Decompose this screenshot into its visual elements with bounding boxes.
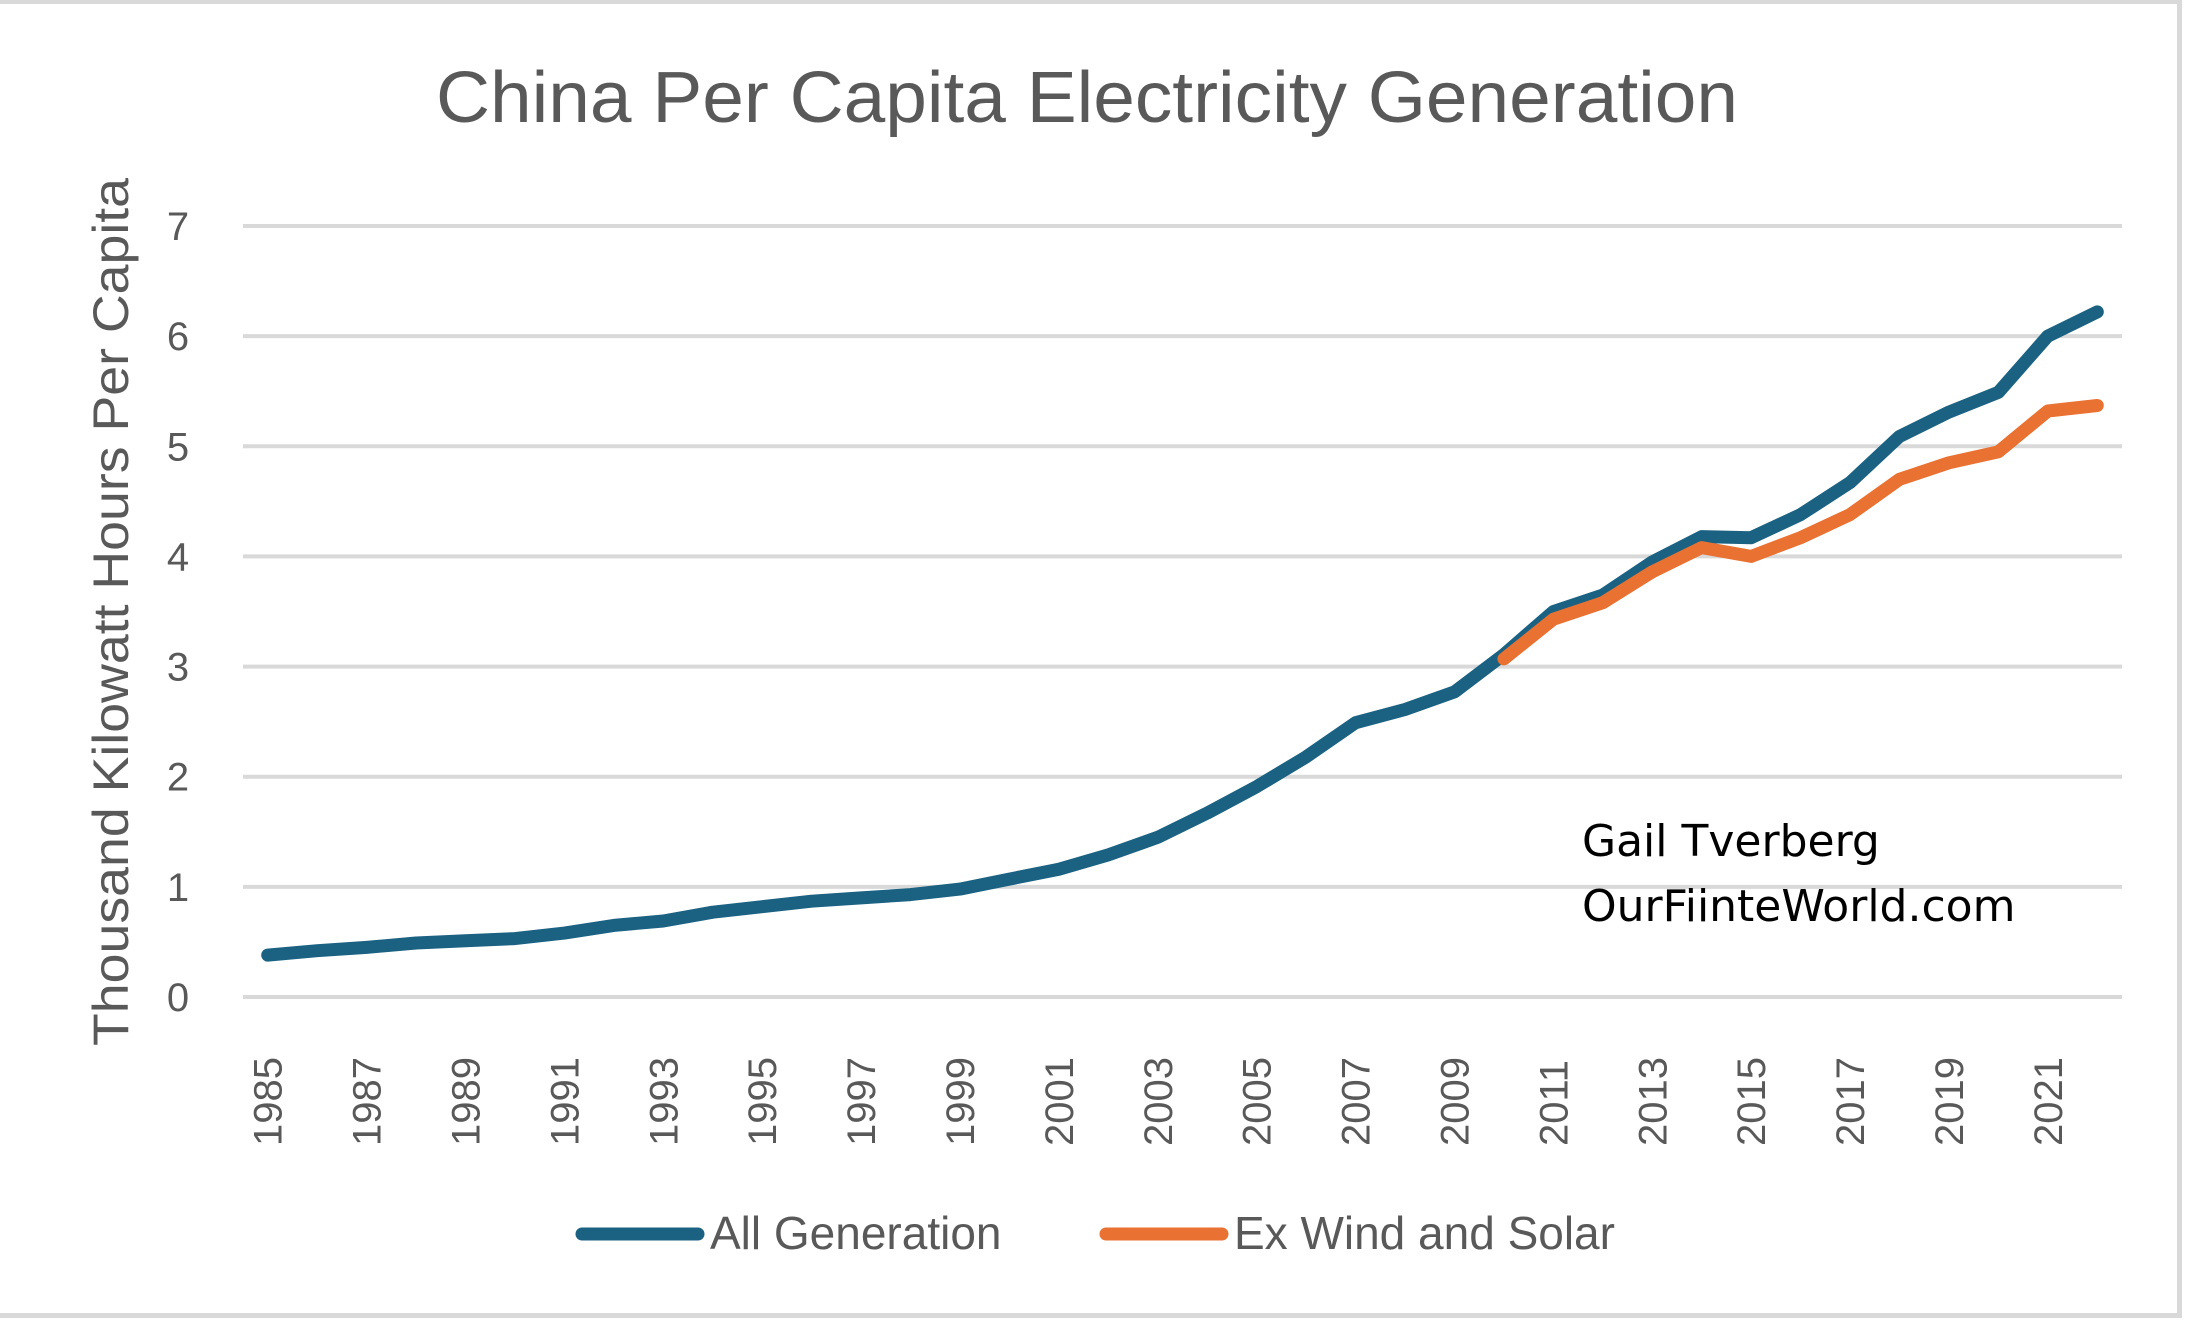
y-axis-label: Thousand Kilowatt Hours Per Capita <box>83 178 139 1046</box>
x-tick-label: 2003 <box>1137 1057 1181 1146</box>
x-tick-label: 2007 <box>1335 1057 1379 1146</box>
y-tick-label: 7 <box>167 205 189 249</box>
y-tick-label: 5 <box>167 425 189 469</box>
y-tick-label: 1 <box>167 866 189 910</box>
legend-label-ex-wind-solar: Ex Wind and Solar <box>1234 1207 1615 1259</box>
series-line-ex-wind-and-solar <box>1497 399 2104 666</box>
x-tick-label: 2009 <box>1433 1057 1477 1146</box>
watermark-author: Gail Tverberg <box>1582 816 1880 867</box>
watermark-site: OurFiinteWorld.com <box>1582 881 2015 932</box>
x-tick-label: 1989 <box>445 1057 489 1146</box>
x-tick-label: 2021 <box>2027 1057 2071 1146</box>
x-tick-label: 1997 <box>840 1057 884 1146</box>
x-tick-label: 2011 <box>1532 1060 1576 1146</box>
x-tick-label: 2001 <box>1038 1057 1082 1146</box>
x-tick-label: 2015 <box>1730 1057 1774 1146</box>
series-lines <box>261 305 2104 962</box>
legend: All Generation Ex Wind and Solar <box>575 1207 1615 1259</box>
x-tick-label: 1991 <box>543 1057 587 1146</box>
x-tick-label: 1987 <box>346 1057 390 1146</box>
chart-title: China Per Capita Electricity Generation <box>436 58 1738 138</box>
y-tick-label: 0 <box>167 976 189 1020</box>
x-tick-label: 1995 <box>741 1057 785 1146</box>
y-axis-ticks: 0 1 2 3 4 5 6 7 <box>167 205 189 1020</box>
series-line-all-generation <box>261 305 2104 962</box>
legend-label-all-generation: All Generation <box>710 1207 1002 1259</box>
x-tick-label: 1993 <box>642 1057 686 1146</box>
y-tick-label: 4 <box>167 535 189 579</box>
x-tick-label: 1985 <box>247 1057 291 1146</box>
y-tick-label: 3 <box>167 646 189 690</box>
gridlines <box>243 224 2122 999</box>
y-tick-label: 6 <box>167 315 189 359</box>
x-axis-ticks: 1985 1987 1989 1991 1993 1995 1997 1999 2001 2003… <box>247 1057 2071 1146</box>
y-tick-label: 2 <box>167 756 189 800</box>
x-tick-label: 2013 <box>1631 1057 1675 1146</box>
x-tick-label: 2017 <box>1829 1057 1873 1146</box>
x-tick-label: 1999 <box>939 1057 983 1146</box>
x-tick-label: 2005 <box>1236 1057 1280 1146</box>
x-tick-label: 2019 <box>1928 1057 1972 1146</box>
